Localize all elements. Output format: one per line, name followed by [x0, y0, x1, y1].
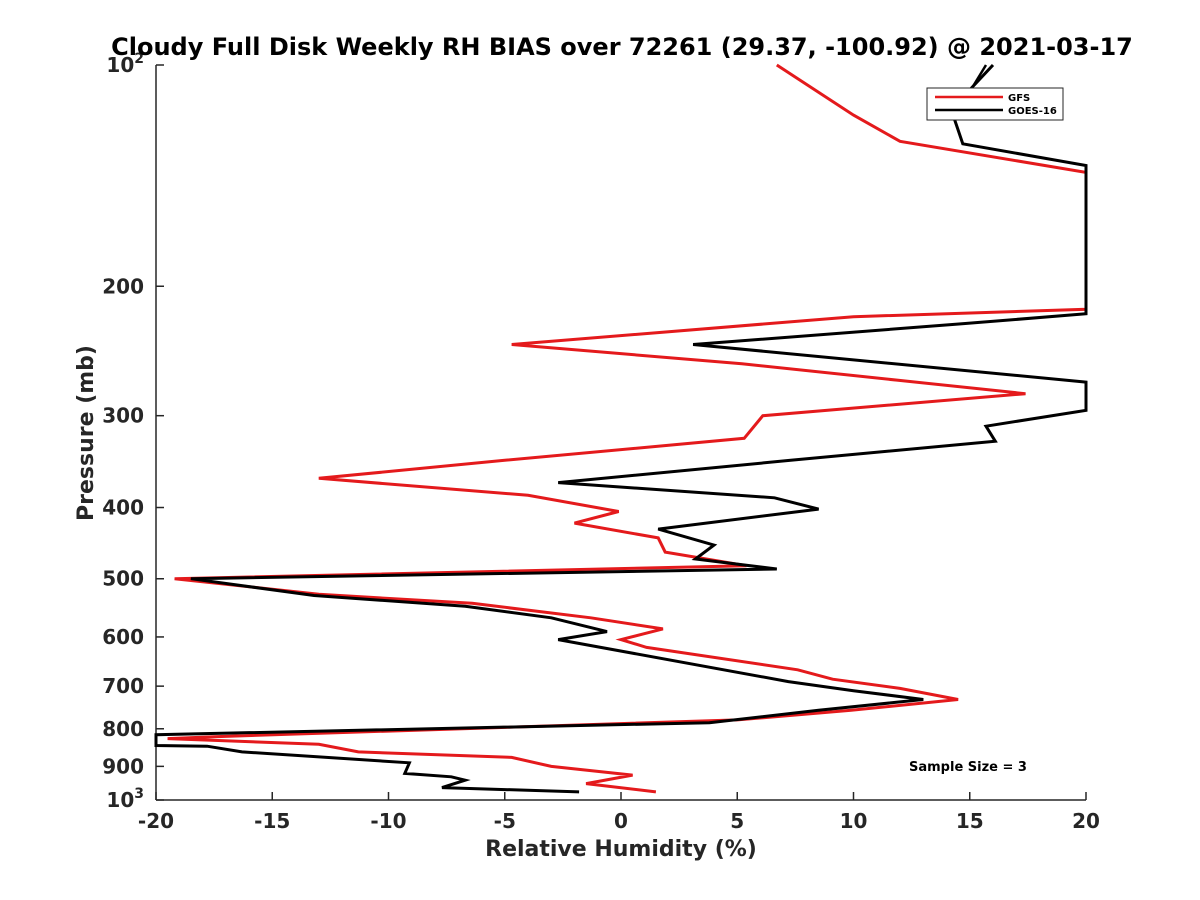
x-tick-label: 15 — [956, 809, 984, 833]
x-tick-label: -20 — [138, 809, 174, 833]
y-tick-label: 900 — [102, 754, 144, 778]
series-group — [154, 63, 1088, 794]
legend-box — [926, 87, 1064, 121]
series-line-goes-16 — [154, 63, 1088, 794]
y-tick-label: 600 — [102, 625, 144, 649]
legend: GFS GOES-16 — [926, 87, 1064, 121]
x-tick-label: -10 — [370, 809, 406, 833]
legend-leader-line — [970, 64, 988, 89]
y-axis-label: Pressure (mb) — [74, 345, 99, 521]
series-line-gfs — [167, 63, 1088, 794]
y-tick-label: 102 — [106, 51, 144, 77]
x-tick-label: -5 — [494, 809, 516, 833]
y-tick-label: 300 — [102, 404, 144, 428]
sample-size-annotation: Sample Size = 3 — [909, 760, 1027, 775]
x-tick-label: -15 — [254, 809, 290, 833]
y-tick-label: 500 — [102, 567, 144, 591]
x-tick-label: 20 — [1072, 809, 1100, 833]
chart-title: Cloudy Full Disk Weekly RH BIAS over 722… — [111, 33, 1133, 61]
legend-label-gfs: GFS — [1008, 93, 1030, 104]
y-tick-label: 800 — [102, 717, 144, 741]
x-tick-label: 5 — [730, 809, 744, 833]
legend-label-goes16: GOES-16 — [1008, 106, 1057, 117]
y-tick-label: 400 — [102, 496, 144, 520]
x-tick-label: 10 — [840, 809, 868, 833]
x-tick-group: -20 -15 -10 -5 0 5 10 15 20 — [138, 792, 1100, 833]
y-tick-group: 102 200 300 400 500 600 700 800 900 103 — [102, 51, 164, 812]
y-tick-label: 700 — [102, 674, 144, 698]
y-tick-label: 200 — [102, 274, 144, 298]
x-tick-label: 0 — [614, 809, 628, 833]
y-tick-label: 103 — [106, 786, 144, 812]
x-axis-label: Relative Humidity (%) — [485, 837, 757, 862]
